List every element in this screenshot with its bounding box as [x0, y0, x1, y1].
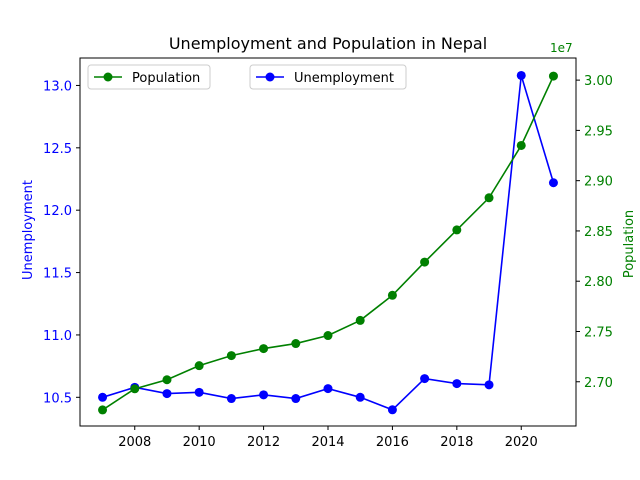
data-point-population	[516, 140, 526, 150]
data-point-population	[452, 225, 462, 235]
data-point-unemployment	[323, 384, 333, 394]
right-y-tick-label: 3.00	[584, 74, 613, 89]
data-point-population	[323, 331, 333, 341]
data-point-population	[226, 351, 236, 361]
data-point-unemployment	[259, 390, 269, 400]
left-y-tick-label: 11.0	[43, 329, 72, 344]
data-point-population	[130, 384, 140, 394]
x-tick-label: 2014	[311, 435, 344, 450]
data-point-population	[162, 375, 172, 385]
chart-title: Unemployment and Population in Nepal	[169, 34, 487, 53]
legend-marker	[265, 72, 275, 82]
right-axis-offset-text: 1e7	[550, 41, 573, 55]
right-y-tick-label: 2.75	[584, 325, 613, 340]
legend-label: Population	[132, 71, 200, 86]
series-line-population	[102, 75, 555, 411]
data-point-unemployment	[162, 389, 172, 399]
legend-label: Unemployment	[294, 71, 394, 86]
plot-area: 2008 2010 2012 2014 2016 2018 2020 10.5 11.0 11.5…	[43, 57, 613, 450]
legend-box	[87, 64, 211, 90]
left-y-tick-label: 11.5	[43, 267, 72, 282]
left-y-tick-label: 12.5	[43, 142, 72, 157]
data-point-unemployment	[291, 394, 301, 404]
data-point-unemployment	[516, 70, 526, 80]
left-y-tick-label: 12.0	[43, 204, 72, 219]
data-point-population	[259, 344, 269, 354]
data-point-unemployment	[452, 379, 462, 389]
x-tick-label: 2008	[118, 435, 151, 450]
data-point-population	[98, 405, 108, 415]
data-point-population	[484, 193, 494, 203]
plot-frame	[79, 57, 577, 427]
data-point-population	[355, 315, 365, 325]
data-point-unemployment	[355, 392, 365, 402]
x-tick-label: 2018	[440, 435, 473, 450]
legend-unemployment: Unemployment	[249, 64, 407, 90]
data-point-population	[194, 361, 204, 371]
series-line-unemployment	[102, 75, 555, 411]
data-point-unemployment	[194, 387, 204, 397]
data-point-unemployment	[420, 374, 430, 384]
x-tick-label: 2010	[183, 435, 216, 450]
data-point-population	[420, 257, 430, 267]
legend-box	[249, 64, 407, 90]
left-y-tick-label: 10.5	[43, 391, 72, 406]
x-tick-label: 2012	[247, 435, 280, 450]
left-y-tick-label: 13.0	[43, 79, 72, 94]
data-point-population	[291, 339, 301, 349]
data-point-unemployment	[387, 405, 397, 415]
left-axis-label: Unemployment	[21, 180, 36, 280]
data-point-unemployment	[548, 178, 558, 188]
right-y-tick-label: 2.95	[584, 124, 613, 139]
data-point-population	[548, 71, 558, 81]
right-y-tick-label: 2.90	[584, 175, 613, 190]
right-y-tick-label: 2.70	[584, 376, 613, 391]
legend-population: Population	[87, 64, 211, 90]
right-y-tick-label: 2.80	[584, 275, 613, 290]
right-y-tick-label: 2.85	[584, 225, 613, 240]
right-axis-label: Population	[622, 210, 637, 278]
data-point-population	[387, 290, 397, 300]
legend-marker	[103, 72, 113, 82]
data-point-unemployment	[226, 394, 236, 404]
x-tick-label: 2020	[505, 435, 538, 450]
x-tick-label: 2016	[376, 435, 409, 450]
data-point-unemployment	[98, 392, 108, 402]
data-point-unemployment	[484, 380, 494, 390]
